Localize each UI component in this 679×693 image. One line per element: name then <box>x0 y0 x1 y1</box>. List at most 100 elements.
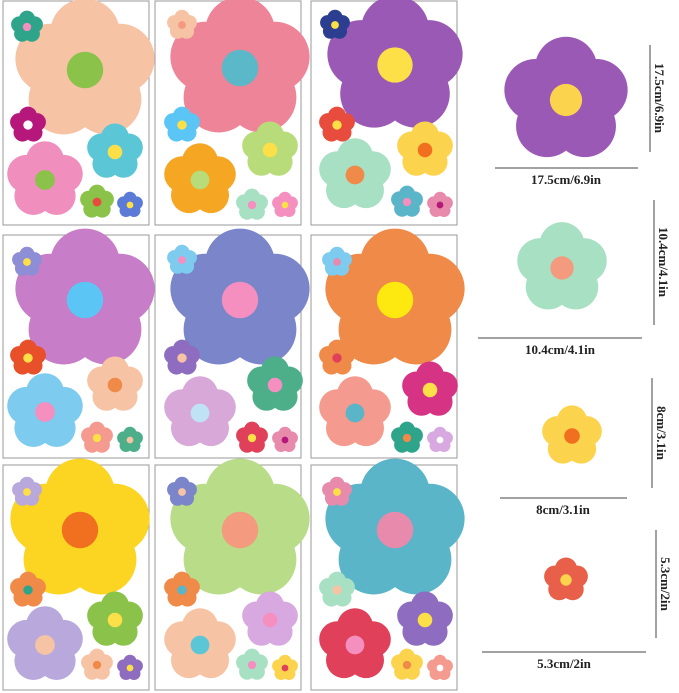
petal <box>391 654 408 671</box>
flower-center <box>436 436 444 444</box>
flower-center <box>35 402 55 422</box>
flower <box>427 426 453 452</box>
petal <box>164 389 201 426</box>
flower <box>7 606 83 680</box>
flower <box>427 654 453 680</box>
flower <box>391 421 423 453</box>
petal <box>236 427 253 444</box>
flower <box>7 373 83 447</box>
petal <box>12 252 28 268</box>
flower-center <box>23 258 31 266</box>
flower-center <box>281 201 289 209</box>
flower-center <box>66 281 104 319</box>
flower-center <box>247 200 257 210</box>
petal <box>10 578 29 597</box>
petal <box>81 654 98 671</box>
flower-center <box>417 612 433 628</box>
petal <box>7 619 46 658</box>
petal <box>117 431 131 445</box>
flower-center <box>35 170 55 190</box>
flower <box>319 138 391 209</box>
petal <box>167 482 183 498</box>
petal <box>242 131 271 160</box>
petal <box>319 151 356 188</box>
flower-center <box>92 660 102 670</box>
flower <box>236 421 268 453</box>
flower <box>10 339 46 375</box>
height-label: 8cm/3.1in <box>654 406 669 461</box>
flower <box>402 361 458 416</box>
petal <box>87 366 116 395</box>
flower <box>164 106 200 142</box>
flower-center <box>417 142 433 158</box>
flower-center <box>178 488 186 496</box>
flower <box>12 476 42 506</box>
flower-center <box>177 120 187 130</box>
flower <box>322 476 352 506</box>
petal <box>391 191 408 208</box>
petal <box>164 156 201 193</box>
petal <box>87 601 116 630</box>
flower-center <box>267 377 283 393</box>
flower-center <box>281 664 289 672</box>
flower-center <box>422 382 438 398</box>
petal <box>397 601 426 630</box>
petal <box>167 15 183 31</box>
flower <box>15 0 155 135</box>
flower <box>11 10 43 42</box>
flower-center <box>22 22 32 32</box>
flower-center <box>376 281 414 319</box>
flower-center <box>126 201 134 209</box>
width-label: 5.3cm/2in <box>537 656 592 671</box>
flower-center <box>190 403 210 423</box>
flower <box>427 191 453 217</box>
flower-center <box>376 511 414 549</box>
petal <box>391 427 408 444</box>
petal <box>80 190 98 208</box>
height-label: 10.4cm/4.1in <box>656 227 671 298</box>
petal <box>272 431 286 445</box>
petal <box>164 621 201 658</box>
petal <box>167 250 183 266</box>
petal <box>11 16 28 33</box>
flower <box>319 608 391 679</box>
petal <box>10 113 29 132</box>
petal <box>542 416 573 447</box>
flower-center <box>402 660 412 670</box>
flower-center <box>262 612 278 628</box>
flower <box>272 654 298 680</box>
petal <box>319 346 338 365</box>
flower-center <box>107 377 123 393</box>
flower-center <box>107 612 123 628</box>
flower-center <box>436 201 444 209</box>
flower <box>272 191 298 217</box>
flower-center <box>333 258 341 266</box>
flower <box>80 184 114 218</box>
petal <box>402 371 431 400</box>
flower <box>167 476 197 506</box>
flower-center <box>107 144 123 160</box>
flower-center <box>190 635 210 655</box>
flower <box>319 376 391 447</box>
flower <box>397 121 453 176</box>
petal <box>236 654 253 671</box>
flower <box>117 654 143 680</box>
size-guides: 17.5cm/6.9in 17.5cm/6.9in 10.4cm/4.1in 1… <box>478 45 673 671</box>
flower-center <box>177 585 187 595</box>
flower <box>167 9 197 39</box>
flower-center <box>332 120 342 130</box>
flower-center <box>126 664 134 672</box>
flower <box>164 571 200 607</box>
flower <box>117 191 143 217</box>
petal <box>10 346 29 365</box>
flower <box>87 591 143 646</box>
petal <box>164 346 183 365</box>
flowers <box>7 0 628 680</box>
petal <box>164 578 183 597</box>
width-label: 8cm/3.1in <box>536 502 591 517</box>
flower <box>325 228 465 365</box>
flower <box>10 106 46 142</box>
flower-center <box>333 488 341 496</box>
flower <box>167 244 197 274</box>
flower-center <box>377 47 413 83</box>
